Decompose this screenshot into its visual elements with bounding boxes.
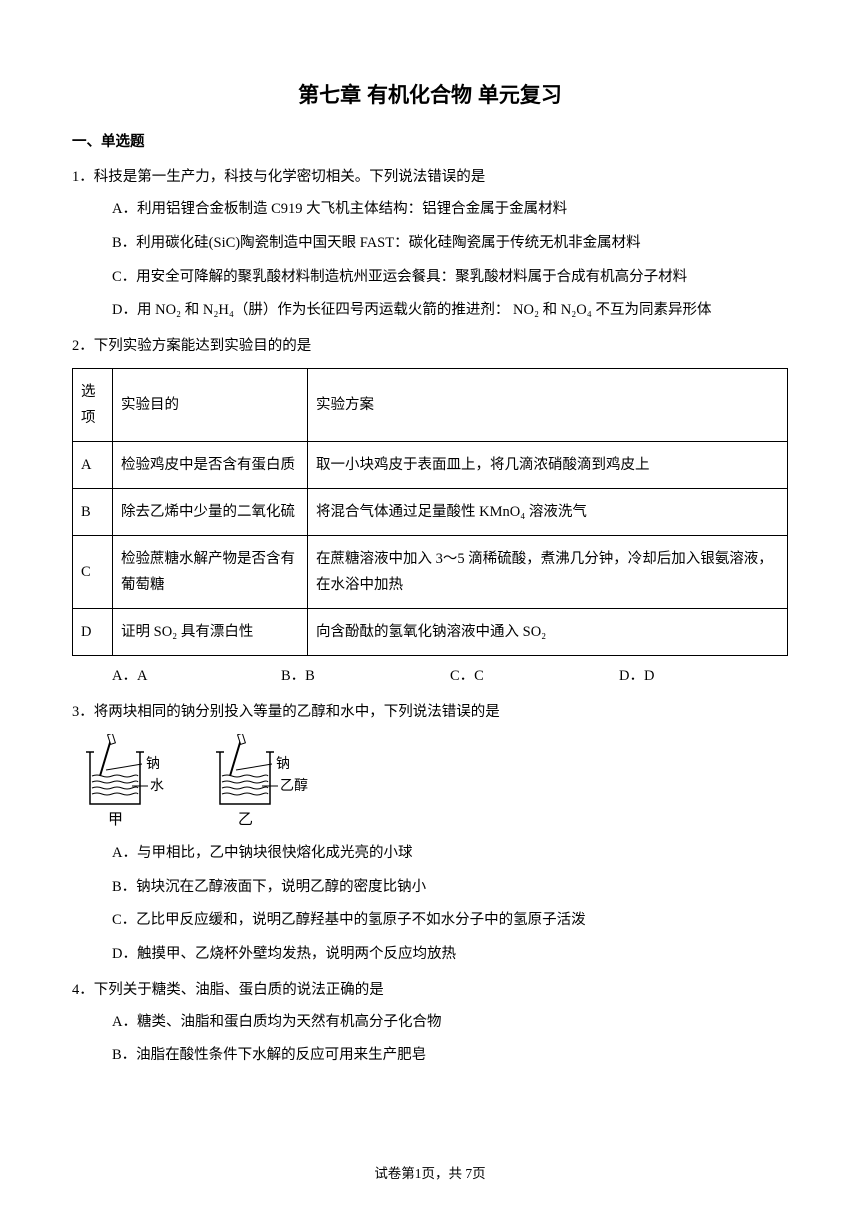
q1-stem: 1．科技是第一生产力，科技与化学密切相关。下列说法错误的是	[72, 167, 788, 189]
table-row: D 证明 SO₂ 具有漂白性 向含酚酞的氢氧化钠溶液中通入 SO₂	[73, 609, 788, 656]
q2-answer-d: D．D	[619, 666, 788, 688]
cell-plan: 在蔗糖溶液中加入 3～5 滴稀硫酸，煮沸几分钟，冷却后加入银氨溶液，在水浴中加热	[308, 536, 788, 609]
table-row: B 除去乙烯中少量的二氧化硫 将混合气体通过足量酸性 KMnO₄ 溶液洗气	[73, 489, 788, 536]
question-3: 3．将两块相同的钠分别投入等量的乙醇和水中，下列说法错误的是 钠 水 甲	[72, 702, 788, 966]
section-header: 一、单选题	[72, 132, 788, 154]
cell-opt: A	[73, 441, 113, 488]
cell-opt: C	[73, 536, 113, 609]
q2-answer-row: A．A B．B C．C D．D	[72, 666, 788, 688]
table-row: A 检验鸡皮中是否含有蛋白质 取一小块鸡皮于表面皿上，将几滴浓硝酸滴到鸡皮上	[73, 441, 788, 488]
cell-plan: 向含酚酞的氢氧化钠溶液中通入 SO₂	[308, 609, 788, 656]
beaker-label: 乙	[238, 812, 253, 828]
q1-option-d: D．用 NO₂ 和 N₂H₄（肼）作为长征四号丙运载火箭的推进剂： NO₂ 和 …	[72, 300, 788, 322]
th-purpose: 实验目的	[113, 368, 308, 441]
beaker-label: 甲	[108, 812, 123, 828]
question-1: 1．科技是第一生产力，科技与化学密切相关。下列说法错误的是 A．利用铝锂合金板制…	[72, 167, 788, 322]
q2-answer-c: C．C	[450, 666, 619, 688]
table-row: C 检验蔗糖水解产物是否含有葡萄糖 在蔗糖溶液中加入 3～5 滴稀硫酸，煮沸几分…	[73, 536, 788, 609]
q1-option-c: C．用安全可降解的聚乳酸材料制造杭州亚运会餐具：聚乳酸材料属于合成有机高分子材料	[72, 267, 788, 289]
q2-stem: 2．下列实验方案能达到实验目的的是	[72, 336, 788, 358]
beaker-diagram: 钠 水 甲 钠 乙醇 乙	[72, 734, 788, 829]
q3-stem: 3．将两块相同的钠分别投入等量的乙醇和水中，下列说法错误的是	[72, 702, 788, 724]
label-na: 钠	[146, 756, 160, 772]
q2-answer-a: A．A	[112, 666, 281, 688]
label-na: 钠	[276, 756, 290, 772]
page-title: 第七章 有机化合物 单元复习	[72, 80, 788, 112]
q3-option-d: D．触摸甲、乙烧杯外壁均发热，说明两个反应均放热	[72, 944, 788, 966]
q4-stem: 4．下列关于糖类、油脂、蛋白质的说法正确的是	[72, 980, 788, 1002]
label-liquid: 乙醇	[280, 777, 308, 794]
label-liquid: 水	[150, 778, 164, 794]
cell-opt: B	[73, 489, 113, 536]
q3-option-b: B．钠块沉在乙醇液面下，说明乙醇的密度比钠小	[72, 877, 788, 899]
question-4: 4．下列关于糖类、油脂、蛋白质的说法正确的是 A．糖类、油脂和蛋白质均为天然有机…	[72, 980, 788, 1067]
page-footer: 试卷第1页，共 7页	[0, 1164, 860, 1184]
th-plan: 实验方案	[308, 368, 788, 441]
cell-plan: 取一小块鸡皮于表面皿上，将几滴浓硝酸滴到鸡皮上	[308, 441, 788, 488]
q3-option-a: A．与甲相比，乙中钠块很快熔化成光亮的小球	[72, 843, 788, 865]
q3-option-c: C．乙比甲反应缓和，说明乙醇羟基中的氢原子不如水分子中的氢原子活泼	[72, 910, 788, 932]
q4-option-b: B．油脂在酸性条件下水解的反应可用来生产肥皂	[72, 1045, 788, 1067]
q4-option-a: A．糖类、油脂和蛋白质均为天然有机高分子化合物	[72, 1012, 788, 1034]
q1-option-a: A．利用铝锂合金板制造 C919 大飞机主体结构：铝锂合金属于金属材料	[72, 199, 788, 221]
beaker-left-icon: 钠 水 甲	[82, 734, 192, 829]
q2-answer-b: B．B	[281, 666, 450, 688]
q1-option-b: B．利用碳化硅(SiC)陶瓷制造中国天眼 FAST：碳化硅陶瓷属于传统无机非金属…	[72, 233, 788, 255]
cell-plan: 将混合气体通过足量酸性 KMnO₄ 溶液洗气	[308, 489, 788, 536]
cell-opt: D	[73, 609, 113, 656]
question-2: 2．下列实验方案能达到实验目的的是 选项 实验目的 实验方案 A 检验鸡皮中是否…	[72, 336, 788, 688]
cell-purpose: 检验蔗糖水解产物是否含有葡萄糖	[113, 536, 308, 609]
q2-table: 选项 实验目的 实验方案 A 检验鸡皮中是否含有蛋白质 取一小块鸡皮于表面皿上，…	[72, 368, 788, 657]
cell-purpose: 证明 SO₂ 具有漂白性	[113, 609, 308, 656]
th-option: 选项	[73, 368, 113, 441]
cell-purpose: 检验鸡皮中是否含有蛋白质	[113, 441, 308, 488]
table-row: 选项 实验目的 实验方案	[73, 368, 788, 441]
cell-purpose: 除去乙烯中少量的二氧化硫	[113, 489, 308, 536]
beaker-right-icon: 钠 乙醇 乙	[212, 734, 332, 829]
